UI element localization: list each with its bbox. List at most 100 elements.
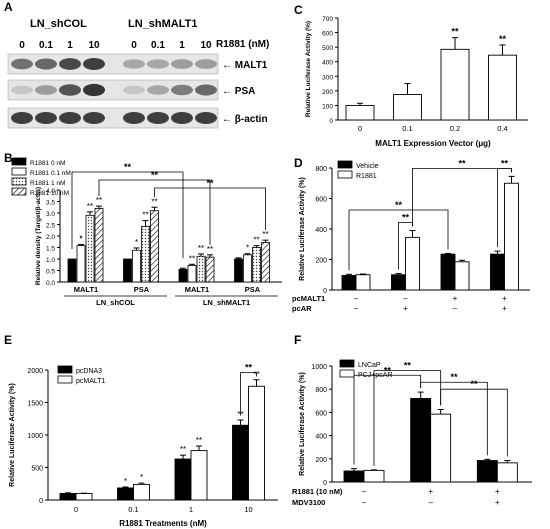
b-y-tick-label: 1.0 [46,257,55,264]
e-legend-swatch [57,375,73,384]
c-y-tick-label: 200 [322,89,333,96]
b-category-label: MALT1 [74,285,98,294]
c-x-axis-label: MALT1 Expression Vector (μg) [375,139,491,148]
dose-labels: 0 0.1 1 10 0 0.1 1 10 [19,40,212,51]
d-bar-vehicle [391,274,406,291]
b-star: * [246,244,249,253]
blot-band [123,112,145,124]
blot-band [35,58,57,70]
b-star: ** [189,254,195,263]
blot-label-psa: ← PSA [222,86,255,97]
e-y-tick-label: 1500 [27,401,43,408]
dose-label-3: 10 [88,40,100,51]
e-legend-swatch [57,365,73,374]
d-row-marker: – [453,304,458,313]
e-legend-label: pcDNA3 [76,368,102,375]
f-significance-label: ** [404,361,412,371]
panel-d-luciferase-chart: D 0 200 400 600 800 Relative Luciferase Activ… [292,156,530,313]
b-y-tick-label: 0.5 [46,269,55,276]
c-bar [345,104,375,121]
panel-b-density-chart: B 0.0 0.5 1.0 1.5 2.0 2.5 3.0 3.5 4.0 Relative de… [4,151,282,307]
d-y-tick-label: 600 [315,197,327,204]
blot-strip-2 [7,107,219,129]
dose-label-4: 0 [131,40,137,51]
blot-band [11,85,33,95]
b-bar-R1881-10-nM [205,256,215,283]
b-y-tick-label: 1.5 [46,246,55,253]
f-bar-pcj-pcar [430,413,452,483]
d-significance-label: ** [458,158,466,168]
f-row-marker: + [428,487,433,496]
blot-band [195,84,217,96]
e-star: ** [180,445,186,454]
blot-strip-1 [7,79,219,101]
d-bar-vehicle [341,275,357,291]
f-y-tick-label: 800 [315,387,327,394]
b-star: ** [198,244,204,253]
e-x-tick-label: 0 [74,505,78,514]
e-y-tick-label: 500 [31,466,43,473]
b-legend-swatch [11,187,27,196]
c-y-tick-label: 100 [322,103,333,110]
f-legend-swatch [339,369,355,378]
dose-label-6: 1 [179,40,185,51]
e-legend-label: pcMALT1 [76,378,106,385]
c-y-tick-label: 0 [329,118,333,125]
panel-c-luciferase-chart: C 0 100 200 300 400 500 600 700 Relative Lucifer… [294,3,528,148]
f-legend-swatch [339,359,355,368]
b-star: ** [262,230,268,239]
b-significance-label: ** [206,178,214,188]
b-bar-R1881-1-nM [85,214,95,283]
f-row-marker: – [428,498,433,507]
group-label-shmalt1: LN_shMALT1 [128,18,197,30]
f-significance-bracket [373,370,442,466]
e-significance-label: ** [245,363,253,373]
e-x-tick-label: 10 [244,505,252,514]
d-row-label: pcMALT1 [292,294,325,303]
d-bar-r1881 [355,274,371,291]
b-bar-R1881-10-nM [94,208,104,283]
panel-f-luciferase-chart: F 0 200 400 600 800 1000 Relative Luciferase A… [292,333,532,507]
d-y-tick-label: 200 [315,258,327,265]
e-significance-bracket [240,372,257,416]
d-row-marker: – [403,294,408,303]
b-bar-R1881-10-nM [150,210,159,283]
blot-band [83,58,105,70]
b-bar-R1881-0-nM [178,268,188,283]
b-y-tick-label: 2.0 [46,234,55,241]
b-significance-bracket [154,187,266,231]
blot-band [147,59,169,69]
d-significance-bracket [348,209,449,271]
panel-d-label: D [294,156,303,170]
b-star: ** [87,202,93,211]
c-y-tick-label: 500 [322,45,333,52]
blot-band [195,112,217,124]
f-bar-lncap [343,470,365,483]
b-bar-R1881-0-1-nM [132,249,141,283]
blot-band [59,112,81,124]
f-significance-label: ** [450,372,458,382]
b-category-label: MALT1 [185,285,209,294]
blot-band [35,112,57,124]
f-significance-bracket [353,374,422,465]
b-bar-R1881-0-1-nM [243,254,252,283]
f-bar-pcj-pcar [363,469,385,483]
e-bar-pcmalt1 [190,450,208,501]
f-significance-bracket [440,388,508,457]
d-y-tick-label: 800 [315,166,327,173]
b-bar-R1881-0-1-nM [187,265,197,283]
f-y-tick-label: 1000 [311,364,327,371]
b-star: ** [253,236,259,245]
b-group-label: LN_shMALT1 [203,298,250,307]
f-y-tick-label: 600 [315,410,327,417]
f-significance-label: ** [470,379,478,389]
blot-band [123,59,145,69]
e-x-tick-label: 0.1 [128,505,138,514]
panel-c-label: C [294,3,303,17]
dose-label-2: 1 [67,40,73,51]
b-bar-R1881-0-nM [123,258,132,283]
b-star: ** [142,211,148,220]
e-bar-pcdna3 [232,424,249,501]
b-star: * [79,235,82,244]
d-row-marker: + [453,294,458,303]
